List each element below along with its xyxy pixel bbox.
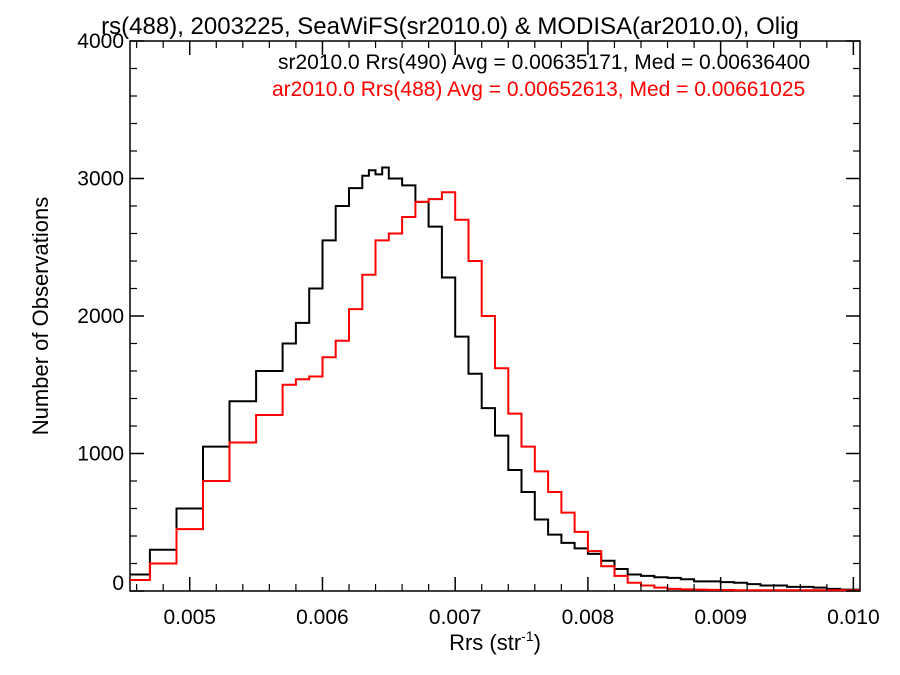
y-tick-label: 1000 bbox=[77, 443, 124, 466]
x-tick-label: 0.007 bbox=[429, 606, 482, 629]
x-axis-label-superscript: -1 bbox=[521, 628, 534, 644]
x-axis-label: Rrs (str-1) bbox=[449, 628, 541, 655]
x-tick-label: 0.009 bbox=[694, 606, 747, 629]
x-axis-label-close: ) bbox=[534, 630, 541, 655]
x-axis-label-main: Rrs (str bbox=[449, 630, 521, 655]
histogram-series-0 bbox=[130, 166, 860, 591]
legend-entry-sr2010: sr2010.0 Rrs(490) Avg = 0.00635171, Med … bbox=[278, 51, 810, 74]
legend-entry-ar2010: ar2010.0 Rrs(488) Avg = 0.00652613, Med … bbox=[272, 78, 805, 101]
y-tick-label: 0 bbox=[112, 572, 124, 595]
x-tick-label: 0.008 bbox=[562, 606, 615, 629]
y-tick-label: 3000 bbox=[77, 168, 124, 191]
histogram-series-1 bbox=[130, 191, 860, 592]
x-tick-label: 0.006 bbox=[296, 606, 349, 629]
histogram-curves bbox=[130, 166, 860, 592]
axis-ticks bbox=[130, 40, 860, 592]
x-tick-labels: 0.005 0.006 0.007 0.008 0.009 0.010 bbox=[163, 606, 879, 629]
y-tick-label: 4000 bbox=[77, 30, 124, 53]
y-tick-labels: 0 1000 2000 3000 4000 bbox=[77, 30, 124, 595]
y-tick-label: 2000 bbox=[77, 305, 124, 328]
x-tick-label: 0.010 bbox=[827, 606, 880, 629]
x-tick-label: 0.005 bbox=[163, 606, 216, 629]
y-axis-label: Number of Observations bbox=[28, 197, 53, 435]
chart-title: rs(488), 2003225, SeaWiFS(sr2010.0) & MO… bbox=[101, 13, 799, 40]
